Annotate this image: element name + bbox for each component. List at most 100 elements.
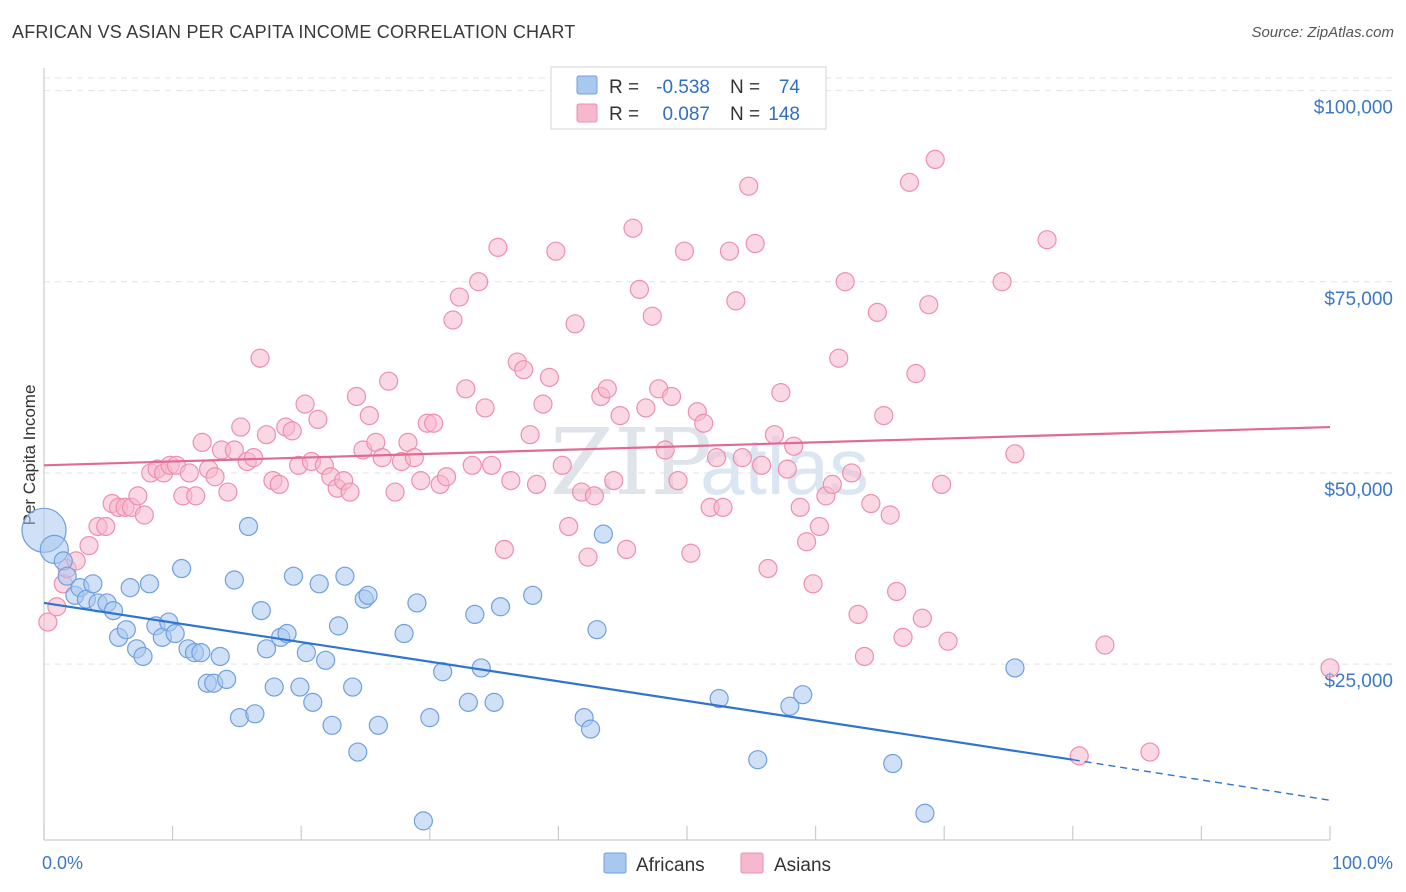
africans-point [245,704,265,724]
africans-point [103,600,124,621]
africans-point [368,715,388,735]
x-tick-label-min: 0.0% [42,853,83,873]
asians-point [919,295,939,315]
asians-point [803,574,823,594]
asians-point [552,455,572,475]
asians-point [893,627,913,647]
africans-trend-extension [1072,759,1331,801]
y-tick-label: $100,000 [1314,98,1393,119]
africans-point [238,516,259,537]
africans-point [883,753,903,774]
asians-point [629,279,650,300]
asians-point [822,474,842,495]
asians-point [764,425,785,445]
asians-point [359,405,379,426]
africans-trend-line [43,601,1073,761]
africans-point [407,593,427,613]
asians-point [520,425,540,445]
stats-n-value-africans: 74 [779,77,801,98]
africans-point [283,566,304,586]
asians-point [443,310,463,330]
asians-point [694,413,714,433]
asians-point [539,367,559,387]
asians-point [867,302,887,322]
asians-point [250,348,270,368]
asians-point [494,539,514,560]
asians-point [854,646,875,667]
africans-point [210,646,230,667]
africans-point [120,578,140,598]
asians-point [584,486,605,506]
africans-point [277,623,297,644]
asians-point [372,448,392,468]
asians-point [1037,230,1057,250]
asians-point [559,516,579,537]
asians-point [488,237,508,257]
asians-point [481,455,502,475]
asians-point [501,470,521,491]
asians-point [636,398,656,418]
x-tick-label-max: 100.0% [1332,853,1393,873]
stats-r-value-asians: 0.087 [662,104,710,125]
source-credit: Source: ZipAtlas.com [1251,24,1394,41]
asians-point [745,233,765,254]
asians-point [835,272,855,292]
asians-point [726,291,746,311]
asians-point [616,539,637,560]
africans-point [303,692,323,712]
stats-swatch-africans [576,75,598,95]
legend-swatch-africans [603,852,627,874]
asians-point [604,470,624,491]
asians-point [282,421,302,441]
asians-point [732,448,752,468]
y-axis-label: Per Capita Income [20,385,39,526]
asians-point [456,379,476,399]
asians-point [205,467,225,487]
asians-point [642,306,662,326]
asians-point [661,386,682,407]
asians-point [861,493,881,514]
africans-point [290,677,310,697]
axes [43,68,1331,841]
asians-point [379,371,399,391]
legend-swatch-asians [740,852,764,874]
stats-r-value-africans: -0.538 [656,77,710,98]
asians-point [308,409,328,430]
asians-point [777,459,797,479]
asians-point [932,474,952,495]
africans-point [348,742,368,762]
africans-point [264,677,284,697]
asians-point [79,535,99,556]
asians-point [256,425,277,445]
stats-n-value-asians: 148 [768,104,800,125]
asians-point [668,470,688,491]
africans-point [587,620,607,640]
asians-point [992,272,1012,292]
asians-point [346,386,367,407]
asians-point [578,547,598,567]
y-tick-labels: $25,000 $50,000 $75,000 $100,000 [1314,98,1393,693]
asians-point [186,486,206,506]
africans-point [133,646,153,667]
africans-point [217,669,237,690]
asians-point [880,505,900,525]
asians-point [771,383,791,403]
africans-point [358,585,378,605]
watermark-zip: ZIP [550,409,712,516]
africans-point [322,715,342,735]
africans-point [458,692,478,712]
africans-point [165,623,185,644]
africans-point [316,650,336,670]
legend: Africans Asians [603,852,831,876]
stats-swatch-asians [576,103,598,123]
asians-point [848,604,868,625]
asians-point [809,516,830,537]
asians-point [385,482,405,502]
africans-point [296,643,316,663]
africans-point [793,685,813,705]
legend-label-africans: Africans [636,855,705,876]
africans-point [709,688,729,709]
asians-point [546,241,566,261]
asians-point [829,348,849,368]
